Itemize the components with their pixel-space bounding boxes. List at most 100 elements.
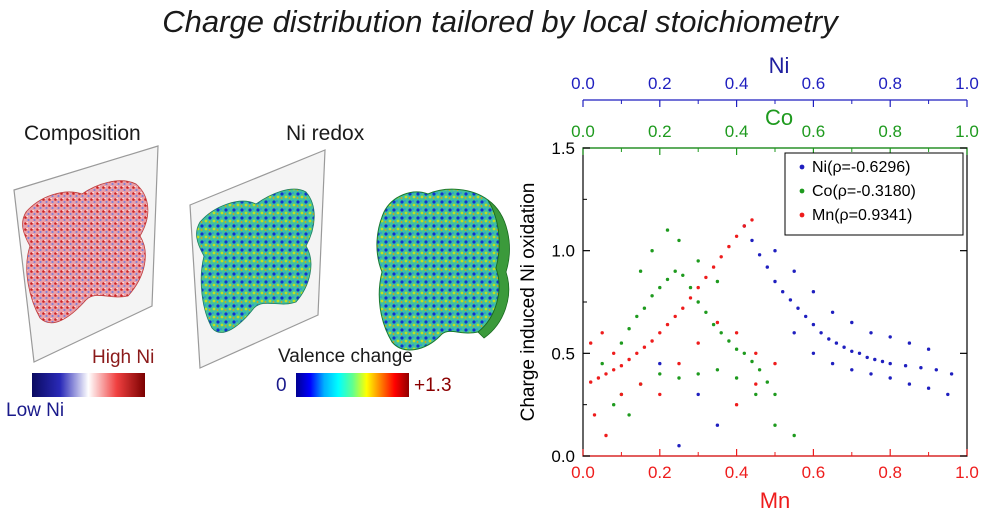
mn-point bbox=[688, 296, 693, 300]
mn-point bbox=[734, 234, 739, 238]
mn-point bbox=[696, 285, 700, 290]
valence-min-label: 0 bbox=[276, 375, 287, 396]
mn-point bbox=[658, 392, 662, 397]
legend-marker-ni bbox=[799, 164, 805, 170]
ni-point bbox=[865, 355, 869, 360]
legend-label-co: Co(ρ=-0.3180) bbox=[812, 183, 916, 200]
co-point bbox=[619, 341, 624, 345]
ni-point bbox=[869, 372, 873, 376]
ni-axis-tick-label: 1.0 bbox=[955, 74, 979, 93]
mn-point bbox=[589, 341, 593, 345]
ni-point bbox=[830, 361, 835, 366]
legend-marker-mn bbox=[799, 212, 805, 218]
ni-point bbox=[792, 269, 796, 273]
mn-point bbox=[719, 255, 723, 259]
mn-point bbox=[604, 372, 608, 376]
ni-point bbox=[926, 386, 931, 390]
ni-point bbox=[907, 382, 912, 386]
ni-axis-tick-label: 0.2 bbox=[648, 74, 672, 93]
co-point bbox=[734, 376, 739, 380]
redox-3d-edge bbox=[477, 199, 510, 339]
mn-point bbox=[773, 361, 777, 366]
mn-point bbox=[638, 382, 643, 386]
ni-point bbox=[677, 444, 681, 448]
mn-point bbox=[711, 265, 716, 269]
mn-axis-tick-label: 0.6 bbox=[802, 463, 826, 482]
legend-marker-co bbox=[799, 188, 805, 194]
mn-point bbox=[650, 339, 654, 343]
co-point bbox=[704, 310, 708, 314]
mn-axis-tick-label: 0.0 bbox=[571, 463, 595, 482]
mn-point bbox=[673, 314, 677, 319]
mn-point bbox=[642, 345, 647, 349]
low-ni-label: Low Ni bbox=[6, 400, 65, 421]
co-point bbox=[696, 372, 700, 376]
mn-point bbox=[612, 351, 616, 355]
ni-point bbox=[811, 351, 816, 355]
co-axis-tick-label: 0.4 bbox=[725, 122, 749, 141]
ni-point bbox=[850, 368, 854, 372]
y-axis-tick-label: 1.5 bbox=[551, 139, 575, 158]
mn-point bbox=[742, 224, 746, 228]
mn-point bbox=[750, 218, 754, 222]
ni-point bbox=[811, 290, 816, 294]
ni-axis-tick-label: 0.0 bbox=[571, 74, 595, 93]
ni-point bbox=[919, 366, 923, 370]
co-point bbox=[711, 322, 716, 327]
mn-point bbox=[696, 341, 700, 345]
ni-redox-label: Ni redox bbox=[286, 122, 365, 145]
ni-point bbox=[830, 310, 835, 314]
mn-axis-tick-label: 0.4 bbox=[725, 463, 749, 482]
y-axis-title: Charge induced Ni oxidation bbox=[518, 183, 539, 422]
composition-particle bbox=[22, 180, 149, 324]
co-point bbox=[600, 361, 604, 366]
ni-point bbox=[792, 331, 796, 335]
co-axis-tick-label: 0.8 bbox=[878, 122, 902, 141]
co-point bbox=[688, 285, 693, 290]
co-point bbox=[727, 339, 731, 343]
ni-point bbox=[888, 376, 892, 380]
mn-point bbox=[635, 351, 639, 355]
ni-point bbox=[788, 298, 793, 302]
y-axis-tick-label: 0.0 bbox=[551, 447, 575, 466]
ni-point bbox=[819, 331, 823, 335]
co-point bbox=[773, 392, 777, 397]
co-point bbox=[612, 403, 616, 407]
ni-point bbox=[949, 372, 954, 376]
figure-title: Charge distribution tailored by local st… bbox=[162, 4, 838, 39]
co-point bbox=[734, 347, 739, 351]
mn-point bbox=[604, 433, 608, 438]
mn-point bbox=[727, 244, 731, 249]
ni-point bbox=[781, 290, 785, 294]
mn-point bbox=[600, 331, 604, 335]
co-point bbox=[696, 300, 700, 304]
co-point bbox=[627, 413, 631, 417]
ni-point bbox=[757, 253, 762, 257]
co-axis-tick-label: 0.0 bbox=[571, 122, 595, 141]
co-point bbox=[665, 228, 670, 232]
co-point bbox=[658, 285, 662, 290]
mn-point bbox=[665, 322, 670, 327]
co-point bbox=[715, 279, 720, 284]
mn-point bbox=[589, 380, 593, 384]
co-point bbox=[773, 423, 777, 427]
mn-point bbox=[681, 306, 685, 310]
ni-point bbox=[888, 361, 892, 366]
ni-point bbox=[888, 335, 892, 339]
co-axis-tick-label: 0.2 bbox=[648, 122, 672, 141]
co-point bbox=[627, 327, 631, 331]
mn-point bbox=[754, 382, 758, 386]
ni-axis-tick-label: 0.8 bbox=[878, 74, 902, 93]
ni-point bbox=[696, 392, 700, 397]
co-point bbox=[681, 273, 685, 277]
ni-point bbox=[850, 349, 854, 353]
co-point bbox=[719, 331, 723, 335]
mn-axis-title: Mn bbox=[760, 488, 791, 513]
valence-max-label: +1.3 bbox=[414, 375, 452, 396]
mn-axis-tick-label: 1.0 bbox=[955, 463, 979, 482]
co-point bbox=[638, 269, 643, 273]
co-point bbox=[677, 376, 681, 380]
ni-point bbox=[946, 392, 950, 397]
ni-point bbox=[765, 265, 769, 269]
